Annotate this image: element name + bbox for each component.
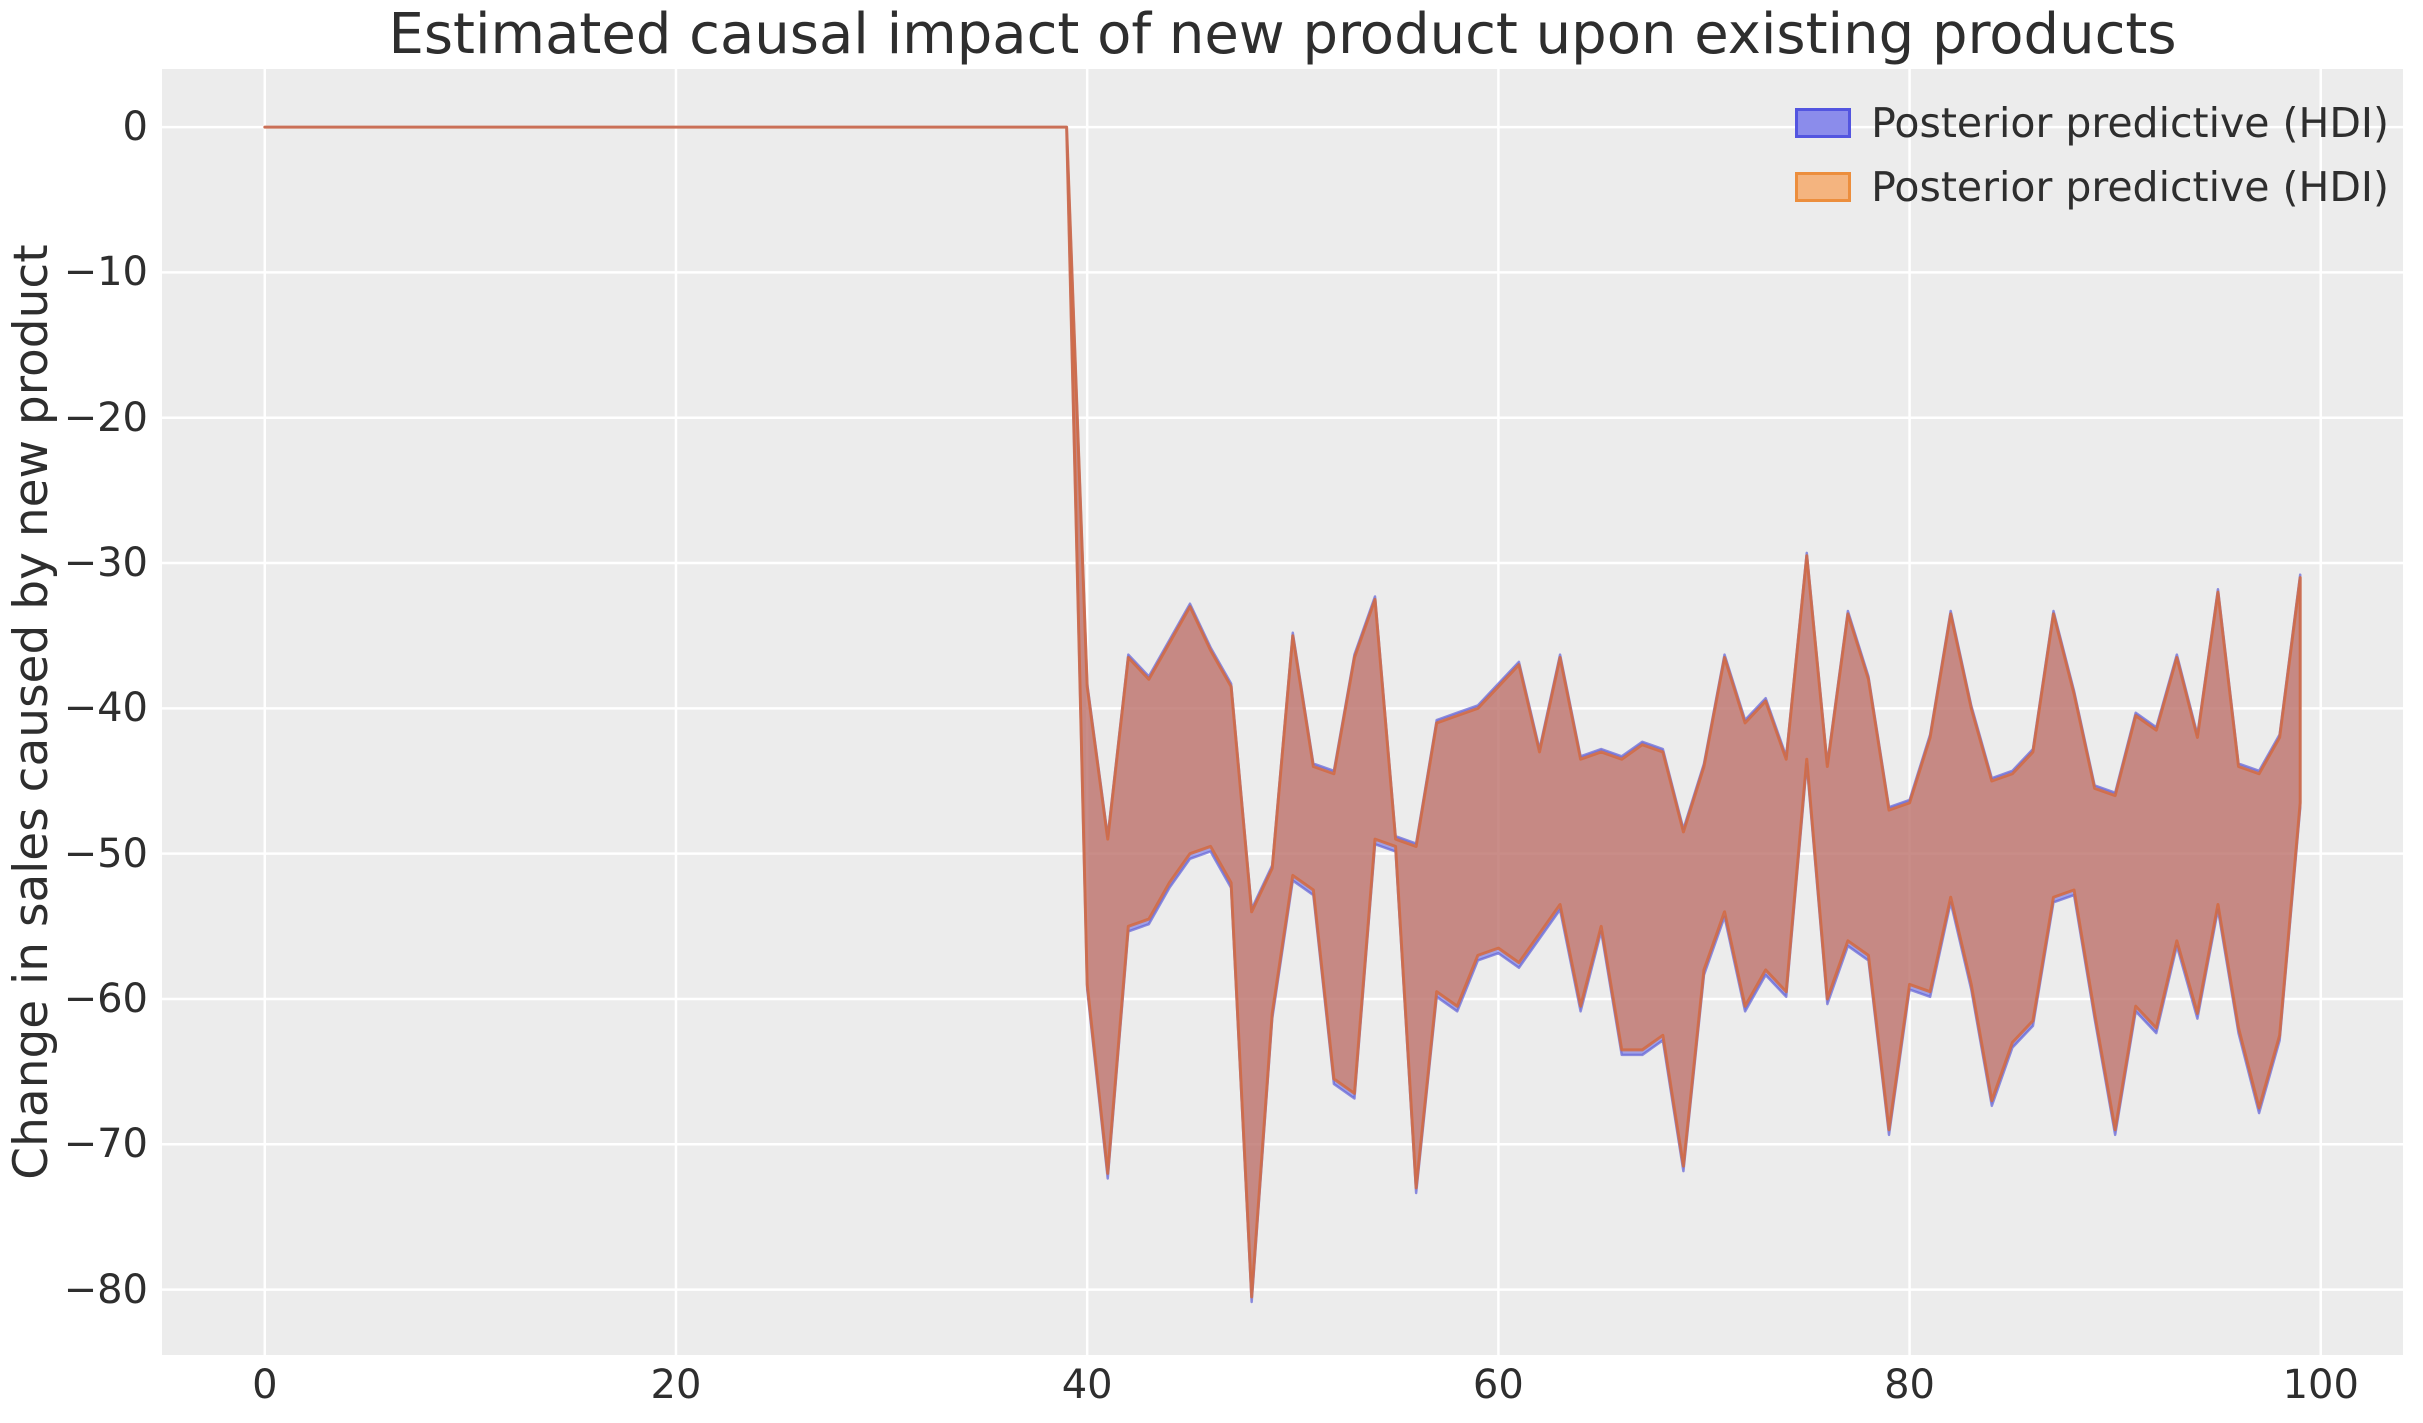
legend-entry-posterior-blue: Posterior predictive (HDI) [1795, 99, 2389, 147]
plot-area: Posterior predictive (HDI) Posterior pre… [162, 69, 2403, 1355]
legend-entry-posterior-orange: Posterior predictive (HDI) [1795, 163, 2389, 211]
legend: Posterior predictive (HDI) Posterior pre… [1795, 99, 2389, 211]
x-tick-label: 60 [1472, 1362, 1524, 1408]
y-tick-label: −30 [63, 540, 148, 587]
x-tick-label: 40 [1061, 1362, 1113, 1408]
chart-title: Estimated causal impact of new product u… [388, 2, 2177, 67]
y-tick-label: −70 [63, 1121, 148, 1168]
y-tick-label: −50 [63, 830, 148, 877]
x-tick-label: 100 [2282, 1362, 2359, 1408]
legend-label: Posterior predictive (HDI) [1871, 163, 2389, 211]
orange-band-swatch-icon [1795, 172, 1852, 202]
y-tick-label: −60 [63, 975, 148, 1022]
legend-label: Posterior predictive (HDI) [1871, 99, 2389, 147]
y-tick-label: 0 [122, 104, 148, 151]
y-tick-label: −20 [63, 394, 148, 441]
y-tick-label: −80 [63, 1266, 148, 1313]
x-tick-label: 20 [650, 1362, 702, 1408]
y-tick-label: −10 [63, 249, 148, 296]
y-tick-label: −40 [63, 685, 148, 732]
x-tick-label: 80 [1884, 1362, 1936, 1408]
x-tick-label: 0 [252, 1362, 278, 1408]
blue-band-swatch-icon [1795, 108, 1852, 138]
hdi-band-chart [162, 69, 2403, 1355]
